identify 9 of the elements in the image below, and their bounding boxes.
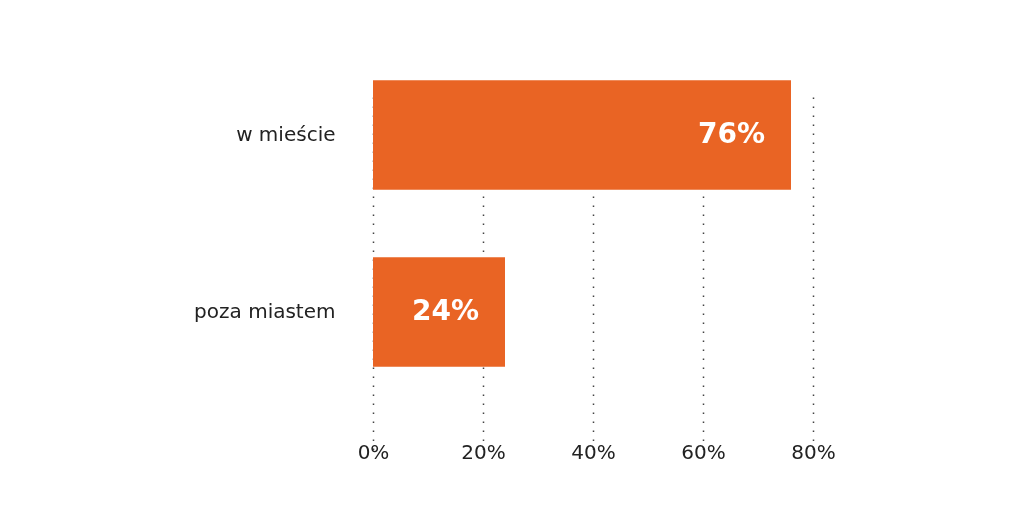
x-tick-label: 80% bbox=[791, 439, 836, 464]
data-label: 24% bbox=[411, 294, 479, 327]
x-tick-label: 60% bbox=[681, 439, 726, 464]
x-tick-label: 0% bbox=[357, 439, 390, 464]
y-tick-label: poza miastem bbox=[194, 299, 336, 323]
y-tick-label: w mieście bbox=[236, 122, 336, 146]
data-label: 76% bbox=[697, 117, 765, 150]
x-tick-label: 20% bbox=[461, 439, 506, 464]
x-tick-label: 40% bbox=[571, 439, 616, 464]
